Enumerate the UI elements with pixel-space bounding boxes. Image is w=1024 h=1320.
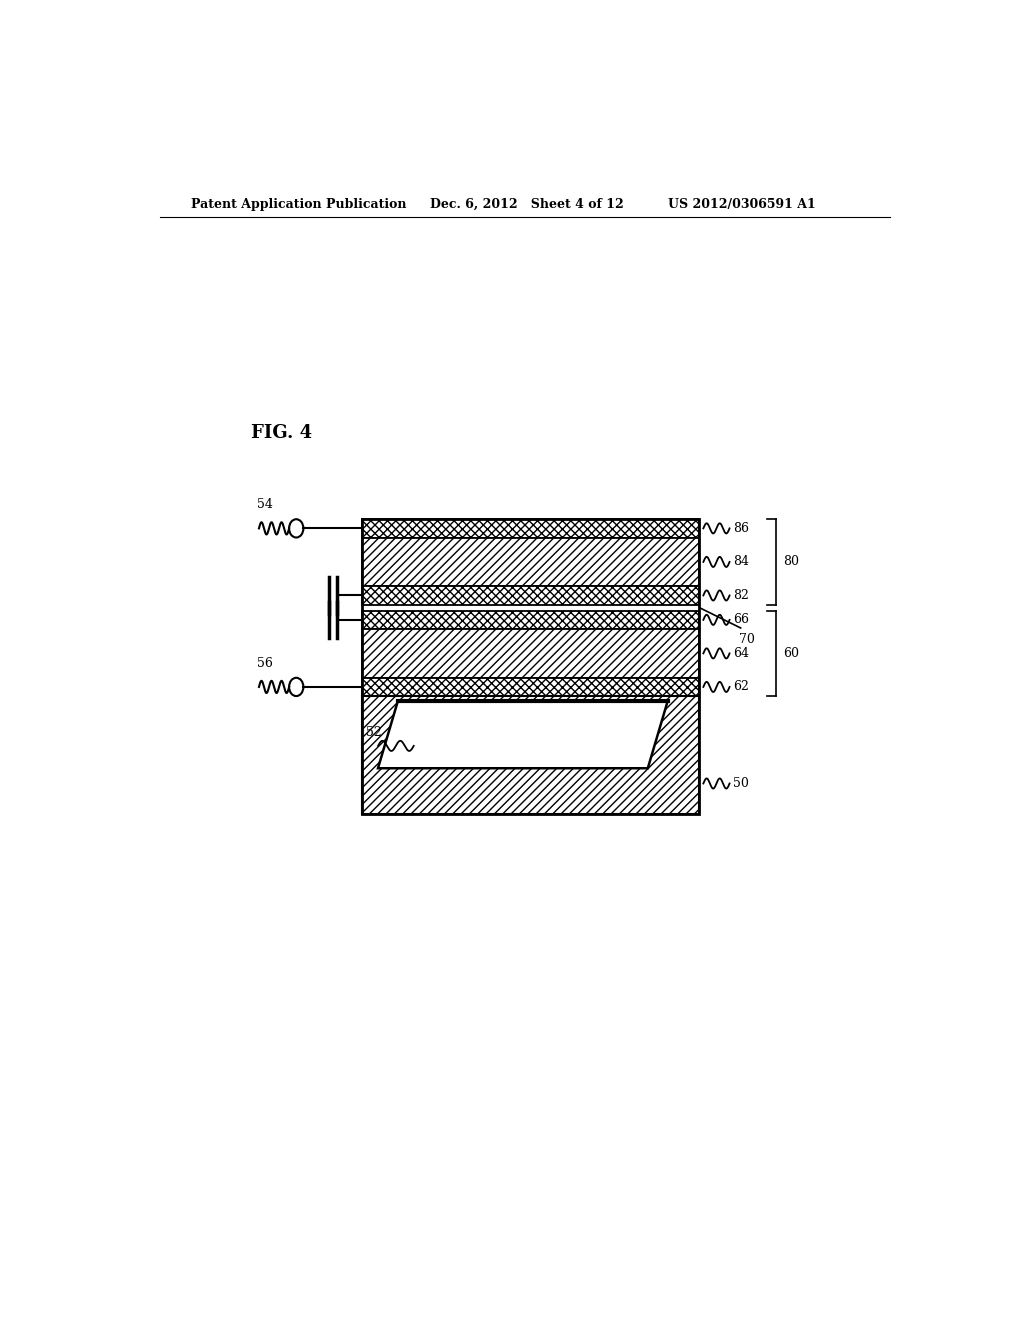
Text: 64: 64 <box>733 647 749 660</box>
Text: FIG. 4: FIG. 4 <box>251 424 312 442</box>
Polygon shape <box>378 701 668 768</box>
Bar <box>362 677 699 696</box>
Text: 80: 80 <box>782 556 799 569</box>
Text: Patent Application Publication: Patent Application Publication <box>191 198 407 211</box>
Bar <box>362 696 699 814</box>
Text: Dec. 6, 2012   Sheet 4 of 12: Dec. 6, 2012 Sheet 4 of 12 <box>430 198 624 211</box>
Bar <box>362 630 699 677</box>
Text: 56: 56 <box>257 656 273 669</box>
Bar <box>362 519 699 537</box>
Bar <box>362 611 699 630</box>
Text: 60: 60 <box>782 647 799 660</box>
Text: 84: 84 <box>733 556 749 569</box>
Text: 50: 50 <box>733 777 749 789</box>
Bar <box>362 586 699 605</box>
Text: 54: 54 <box>257 498 273 511</box>
Text: 62: 62 <box>733 680 749 693</box>
Bar <box>362 537 699 586</box>
Text: 66: 66 <box>733 614 749 627</box>
Text: 86: 86 <box>733 521 749 535</box>
Text: 52: 52 <box>367 726 382 739</box>
Text: 82: 82 <box>733 589 749 602</box>
Text: US 2012/0306591 A1: US 2012/0306591 A1 <box>668 198 815 211</box>
Text: 70: 70 <box>739 634 755 645</box>
Bar <box>362 519 699 814</box>
